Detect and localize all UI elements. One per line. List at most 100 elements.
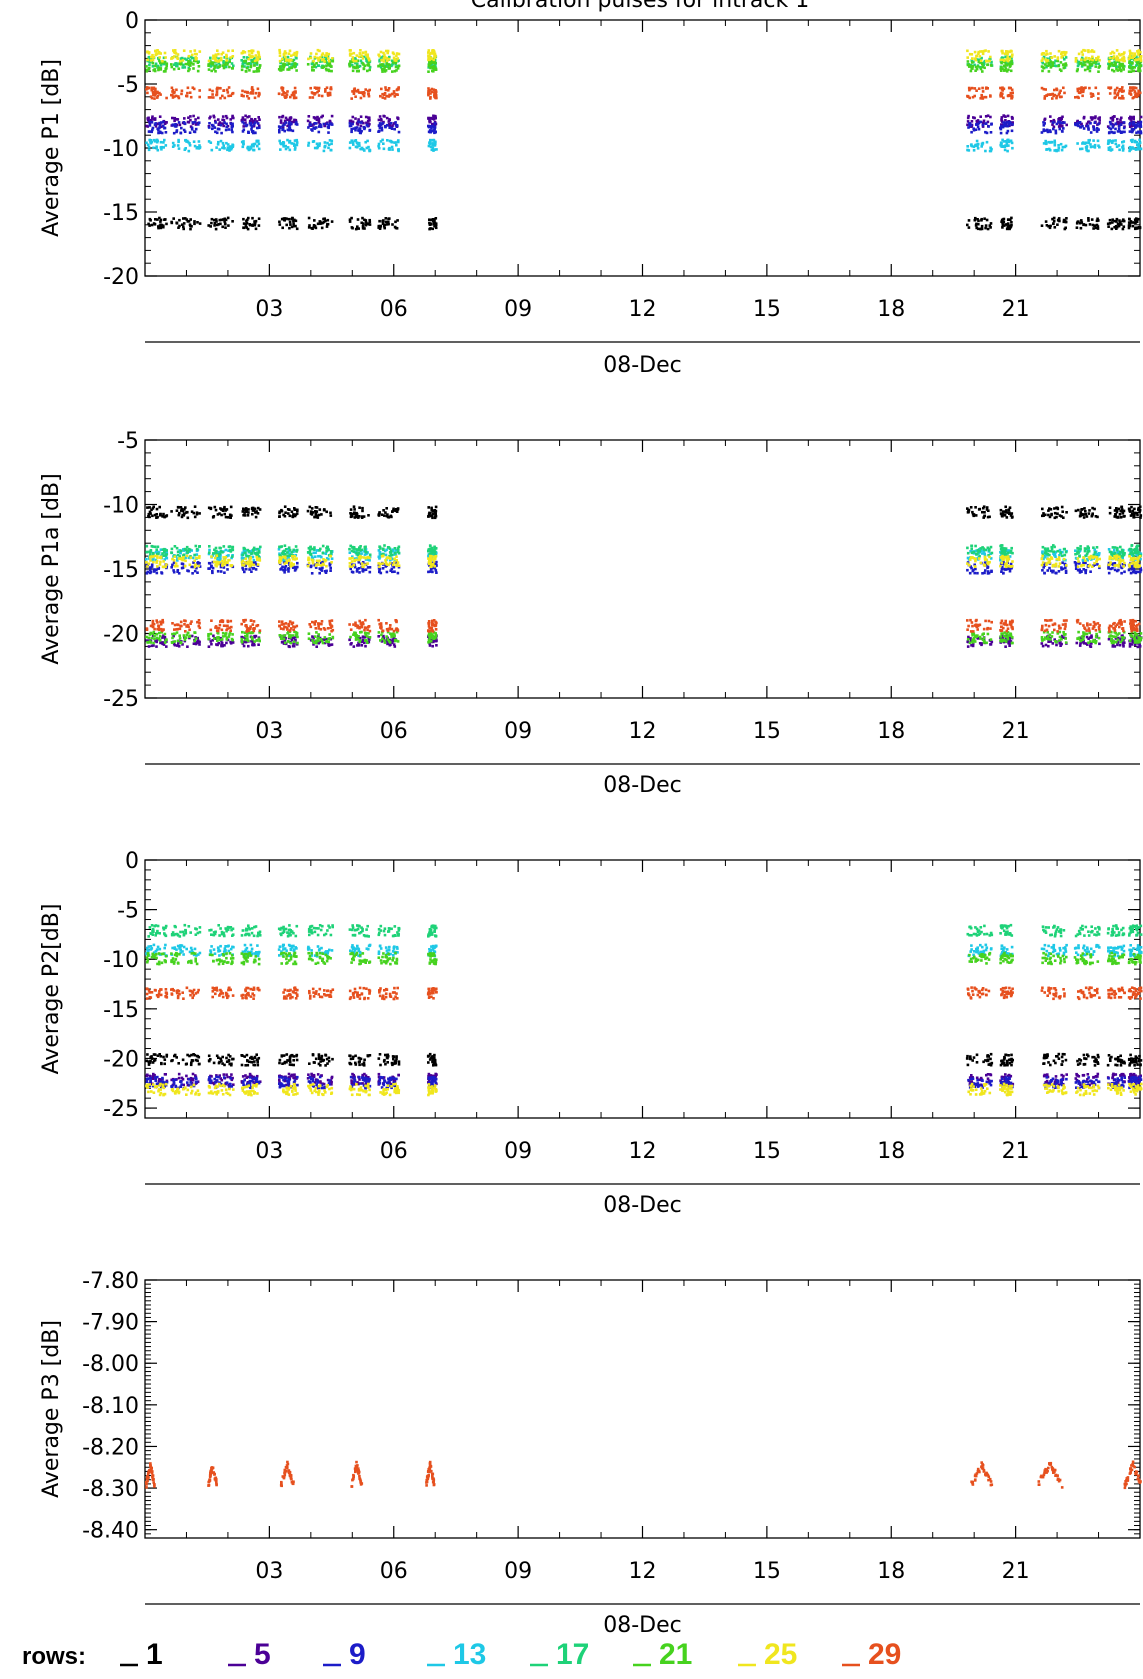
data-point <box>244 567 248 571</box>
data-point <box>1054 550 1057 554</box>
data-point <box>1080 65 1084 68</box>
data-point <box>324 571 328 574</box>
data-point <box>196 636 199 640</box>
data-point <box>379 140 383 143</box>
data-point <box>221 644 224 648</box>
data-point <box>363 635 367 639</box>
data-point <box>323 217 326 220</box>
data-point <box>282 62 285 66</box>
data-point <box>1122 509 1126 513</box>
data-point <box>164 70 167 73</box>
data-point <box>1121 64 1124 68</box>
data-point <box>966 94 969 98</box>
data-point <box>433 68 436 71</box>
data-point <box>207 126 211 129</box>
data-point <box>430 508 433 512</box>
data-point <box>968 96 971 100</box>
data-point <box>241 568 245 571</box>
data-point <box>1121 149 1125 152</box>
data-point <box>256 122 260 125</box>
data-point <box>249 123 253 127</box>
data-point <box>999 60 1003 63</box>
data-point <box>427 54 430 58</box>
data-point <box>1045 59 1048 63</box>
data-point <box>1080 50 1084 54</box>
data-point <box>318 554 322 558</box>
data-point <box>392 90 396 93</box>
data-point <box>1109 52 1113 55</box>
data-point <box>306 509 310 513</box>
data-point <box>157 551 161 554</box>
data-point <box>154 53 157 57</box>
data-point <box>1139 57 1143 61</box>
data-point <box>287 58 291 62</box>
data-point <box>360 552 363 555</box>
data-point <box>367 94 371 98</box>
data-point <box>1055 515 1058 519</box>
data-point <box>288 126 291 130</box>
data-point <box>288 123 292 127</box>
data-point <box>984 130 987 134</box>
data-point <box>1128 130 1132 133</box>
data-point <box>186 549 189 553</box>
data-point <box>354 126 357 130</box>
data-point <box>378 115 382 118</box>
data-point <box>162 62 166 66</box>
data-point <box>209 565 213 569</box>
data-point <box>160 572 164 575</box>
data-point <box>226 516 230 519</box>
data-point <box>196 61 200 64</box>
data-point <box>999 67 1003 71</box>
data-point <box>351 69 355 73</box>
data-point <box>1042 55 1046 59</box>
data-point <box>390 145 394 149</box>
data-point <box>310 62 314 66</box>
data-point <box>433 128 436 131</box>
data-point <box>1097 66 1101 69</box>
data-point <box>1076 60 1079 64</box>
data-point <box>1075 641 1079 645</box>
data-point <box>366 139 369 143</box>
data-point <box>258 66 261 69</box>
data-point <box>1006 52 1009 56</box>
chart-title: Calibration pulses for intrack 1 <box>471 0 809 13</box>
data-point <box>1053 143 1057 147</box>
data-point <box>974 144 977 148</box>
data-point <box>967 508 971 512</box>
data-point <box>388 55 391 59</box>
data-point <box>279 119 283 122</box>
data-point <box>161 59 164 63</box>
data-point <box>388 93 391 97</box>
data-point <box>243 118 247 121</box>
data-point <box>1116 57 1120 60</box>
y-tick-label: 0 <box>125 9 139 34</box>
data-point <box>314 566 318 569</box>
data-point <box>392 61 395 64</box>
data-point <box>1130 89 1133 92</box>
data-point <box>156 567 160 570</box>
data-point <box>1136 93 1140 96</box>
data-point <box>1115 227 1118 230</box>
data-point <box>1052 219 1056 223</box>
data-point <box>361 92 365 96</box>
data-point <box>1120 508 1124 511</box>
data-point <box>152 644 155 647</box>
data-point <box>979 67 983 71</box>
data-point <box>353 508 356 511</box>
data-point <box>1131 86 1135 89</box>
data-point <box>242 56 246 59</box>
data-point <box>219 139 223 143</box>
data-point <box>207 645 211 648</box>
data-point <box>316 90 319 94</box>
data-point <box>1091 92 1095 96</box>
data-point <box>434 223 438 227</box>
data-point <box>364 115 368 119</box>
data-point <box>1057 64 1060 68</box>
data-point <box>1000 145 1003 148</box>
data-point <box>212 552 215 555</box>
data-point <box>1110 227 1114 231</box>
data-point <box>1044 220 1048 223</box>
data-point <box>257 94 260 98</box>
data-point <box>1094 515 1098 518</box>
data-point <box>1083 68 1087 72</box>
